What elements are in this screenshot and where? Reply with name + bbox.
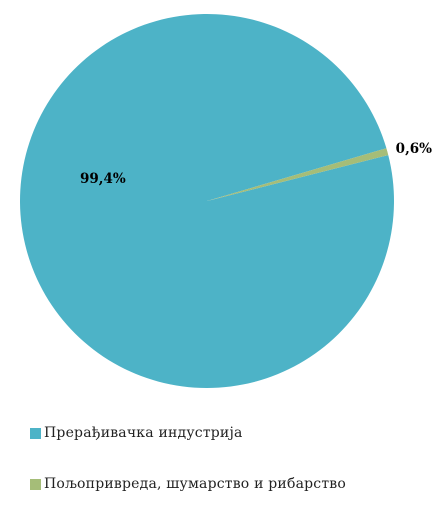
pie-data-labels: 99,4% 0,6%: [80, 141, 432, 187]
legend-item-agriculture: Пољопривреда, шумарство и рибарство: [30, 473, 430, 495]
legend: Прерађивачка индустрија Пољопривреда, шу…: [30, 422, 430, 524]
pie-chart: 99,4% 0,6%: [20, 14, 432, 389]
legend-item-manufacturing: Прерађивачка индустрија: [30, 422, 430, 444]
pie-slice-manufacturing: [20, 14, 395, 389]
data-label-agriculture: 0,6%: [396, 141, 432, 157]
data-label-manufacturing: 99,4%: [80, 171, 126, 187]
pie-slice-agriculture: [207, 148, 389, 201]
legend-label-manufacturing: Прерађивачка индустрија: [44, 425, 243, 441]
legend-swatch-manufacturing: [30, 427, 41, 439]
legend-swatch-agriculture: [30, 478, 41, 490]
pie-slices: [20, 14, 395, 389]
legend-label-agriculture: Пољопривреда, шумарство и рибарство: [44, 476, 346, 492]
